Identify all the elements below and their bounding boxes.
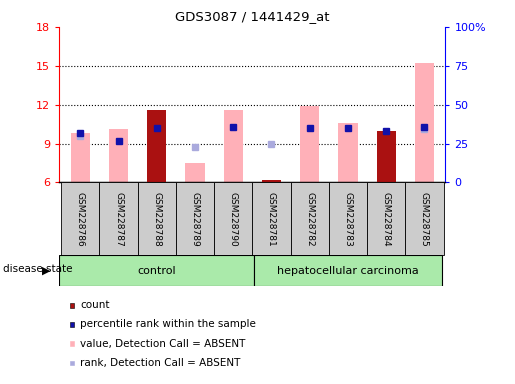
Bar — [147, 110, 166, 182]
Bar — [138, 182, 176, 255]
Text: rank, Detection Call = ABSENT: rank, Detection Call = ABSENT — [80, 358, 241, 368]
Bar — [214, 182, 252, 255]
Text: GSM228787: GSM228787 — [114, 192, 123, 246]
Bar — [224, 110, 243, 182]
Text: hepatocellular carcinoma: hepatocellular carcinoma — [277, 266, 419, 276]
Bar — [147, 110, 166, 182]
Bar — [329, 182, 367, 255]
Bar — [262, 180, 281, 182]
Bar — [185, 163, 204, 182]
Bar — [300, 106, 319, 182]
Text: GSM228789: GSM228789 — [191, 192, 199, 246]
Text: count: count — [80, 300, 110, 310]
Text: ▶: ▶ — [42, 266, 50, 276]
Bar — [405, 182, 443, 255]
Bar — [262, 180, 281, 182]
Bar — [252, 182, 290, 255]
Text: disease state: disease state — [3, 264, 72, 274]
Bar — [109, 129, 128, 182]
Bar — [176, 182, 214, 255]
Text: GSM228786: GSM228786 — [76, 192, 85, 246]
Text: GSM228782: GSM228782 — [305, 192, 314, 246]
Text: GSM228790: GSM228790 — [229, 192, 238, 246]
Text: GSM228781: GSM228781 — [267, 192, 276, 246]
Text: GDS3087 / 1441429_at: GDS3087 / 1441429_at — [175, 10, 330, 23]
Bar — [290, 182, 329, 255]
Bar — [367, 182, 405, 255]
Bar — [61, 182, 99, 255]
Bar — [415, 63, 434, 182]
Bar — [59, 255, 254, 286]
Text: GSM228785: GSM228785 — [420, 192, 429, 246]
Text: GSM228784: GSM228784 — [382, 192, 391, 246]
Bar — [376, 131, 396, 182]
Bar — [254, 255, 442, 286]
Text: GSM228783: GSM228783 — [344, 192, 352, 246]
Bar — [338, 123, 357, 182]
Text: percentile rank within the sample: percentile rank within the sample — [80, 319, 256, 329]
Bar — [71, 133, 90, 182]
Bar — [99, 182, 138, 255]
Text: control: control — [138, 266, 176, 276]
Text: GSM228788: GSM228788 — [152, 192, 161, 246]
Text: value, Detection Call = ABSENT: value, Detection Call = ABSENT — [80, 339, 246, 349]
Bar — [376, 131, 396, 182]
